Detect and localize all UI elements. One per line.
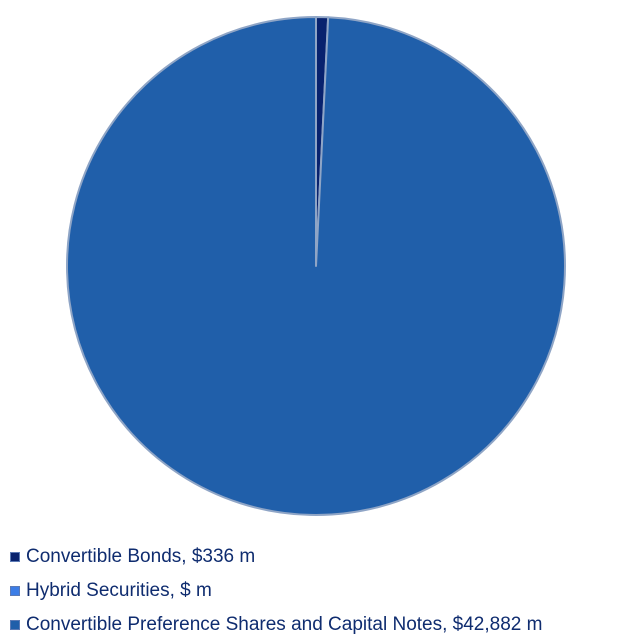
- pie-slices: [66, 16, 566, 516]
- legend-item-convertible-bonds: Convertible Bonds, $336 m: [10, 540, 625, 574]
- legend-label-convertible-preference-shares: Convertible Preference Shares and Capita…: [26, 614, 543, 635]
- pie-chart: [66, 16, 566, 516]
- legend-swatch-convertible-preference-shares: [10, 620, 20, 630]
- legend-label-convertible-bonds: Convertible Bonds, $336 m: [26, 546, 256, 567]
- legend: Convertible Bonds, $336 m Hybrid Securit…: [10, 540, 625, 642]
- legend-item-convertible-preference-shares: Convertible Preference Shares and Capita…: [10, 608, 625, 642]
- legend-swatch-hybrid-securities: [10, 586, 20, 596]
- legend-item-hybrid-securities: Hybrid Securities, $ m: [10, 574, 625, 608]
- legend-label-hybrid-securities: Hybrid Securities, $ m: [26, 580, 212, 601]
- pie-slice-convertible-preference-shares-and-capital-notes: [66, 16, 566, 516]
- legend-swatch-convertible-bonds: [10, 552, 20, 562]
